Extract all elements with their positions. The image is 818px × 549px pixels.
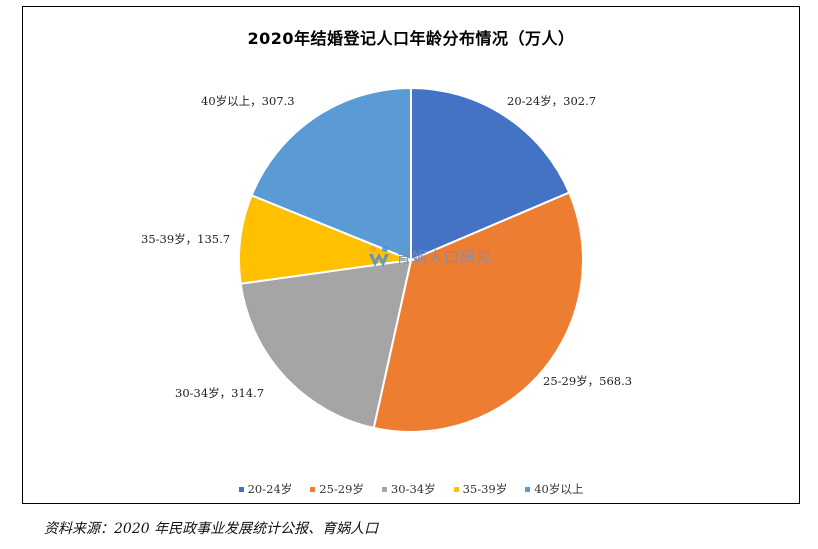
legend-label: 30-34岁 (390, 482, 436, 496)
legend-item-2: 25-29岁 (310, 481, 364, 497)
legend-item-3: 30-34岁 (381, 481, 436, 497)
watermark: 育娲人口研究 (366, 243, 492, 269)
legend-swatch (453, 486, 459, 492)
legend-item-4: 35-39岁 (453, 481, 508, 497)
legend-swatch (238, 486, 244, 492)
pie-chart: 20-24岁，302.7 25-29岁，568.3 30-34岁，314.7 35-3… (141, 86, 632, 433)
legend-label: 40岁以上 (534, 482, 584, 496)
legend-swatch (381, 486, 387, 492)
yuwa-logo-icon (369, 246, 389, 267)
pie-slice-5 (250, 86, 412, 262)
legend-item-1: 20-24岁 (238, 481, 293, 497)
legend-label: 20-24岁 (247, 482, 293, 496)
slice-data-label-1: 20-24岁，302.7 (507, 94, 596, 108)
slice-data-label-3: 30-34岁，314.7 (175, 386, 264, 400)
source-note: 资料来源：2020 年民政事业发展统计公报、育娲人口 (44, 521, 379, 537)
chart-frame: 2020年结婚登记人口年龄分布情况（万人） 20-24岁，302.7 25-29岁… (22, 6, 800, 504)
legend-item-5: 40岁以上 (525, 481, 583, 497)
pie-slice-4 (238, 194, 415, 285)
pie-slice-1 (410, 86, 571, 262)
slice-data-label-5: 40岁以上，307.3 (201, 94, 295, 108)
pie-slice-2 (372, 191, 584, 433)
legend-label: 25-29岁 (319, 482, 364, 496)
slice-data-label-4: 35-39岁，135.7 (141, 232, 230, 246)
pie-slice-3 (239, 258, 413, 430)
chart-title: 2020年结婚登记人口年龄分布情况（万人） (247, 29, 575, 48)
legend-swatch (310, 486, 316, 492)
legend-swatch (525, 486, 531, 492)
legend-label: 35-39岁 (462, 482, 508, 496)
slice-data-label-2: 25-29岁，568.3 (543, 374, 632, 388)
watermark-text: 育娲人口研究 (396, 247, 493, 266)
chart-legend: 20-24岁 25-29岁 30-34岁 35-39岁 40岁以上 (23, 481, 799, 497)
